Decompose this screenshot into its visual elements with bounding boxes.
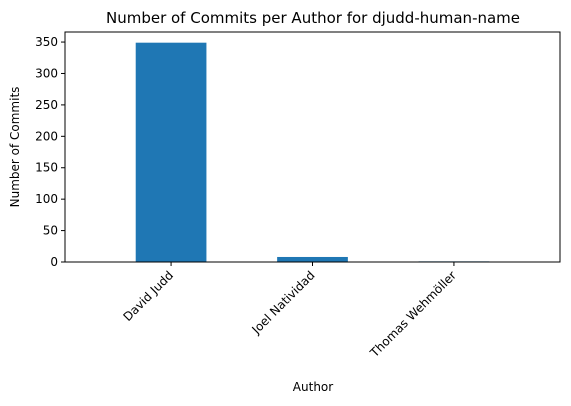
y-tick-label: 0 <box>50 255 58 269</box>
y-tick-label: 50 <box>43 224 58 238</box>
y-tick-label: 200 <box>35 129 58 143</box>
y-tick-label: 350 <box>35 35 58 49</box>
chart-title: Number of Commits per Author for djudd-h… <box>106 9 520 27</box>
bar <box>277 256 348 262</box>
bar <box>135 42 207 262</box>
plot-area-frame <box>64 31 561 263</box>
x-axis-ticks: David Judd Joel Natividad Thomas Wehmöller <box>120 262 459 361</box>
y-axis-label: Number of Commits <box>8 87 22 208</box>
y-tick-label: 300 <box>35 66 58 80</box>
y-tick-label: 150 <box>35 161 58 175</box>
x-axis-label: Author <box>293 380 333 394</box>
y-tick-label: 250 <box>35 98 58 112</box>
x-tick-label: Joel Natividad <box>248 268 317 337</box>
bars <box>135 42 490 262</box>
x-tick-label: Thomas Wehmöller <box>367 268 459 360</box>
y-tick-label: 100 <box>35 192 58 206</box>
y-axis-ticks: 0 50 100 150 200 250 300 350 <box>35 35 65 269</box>
x-tick-label: David Judd <box>120 268 176 324</box>
